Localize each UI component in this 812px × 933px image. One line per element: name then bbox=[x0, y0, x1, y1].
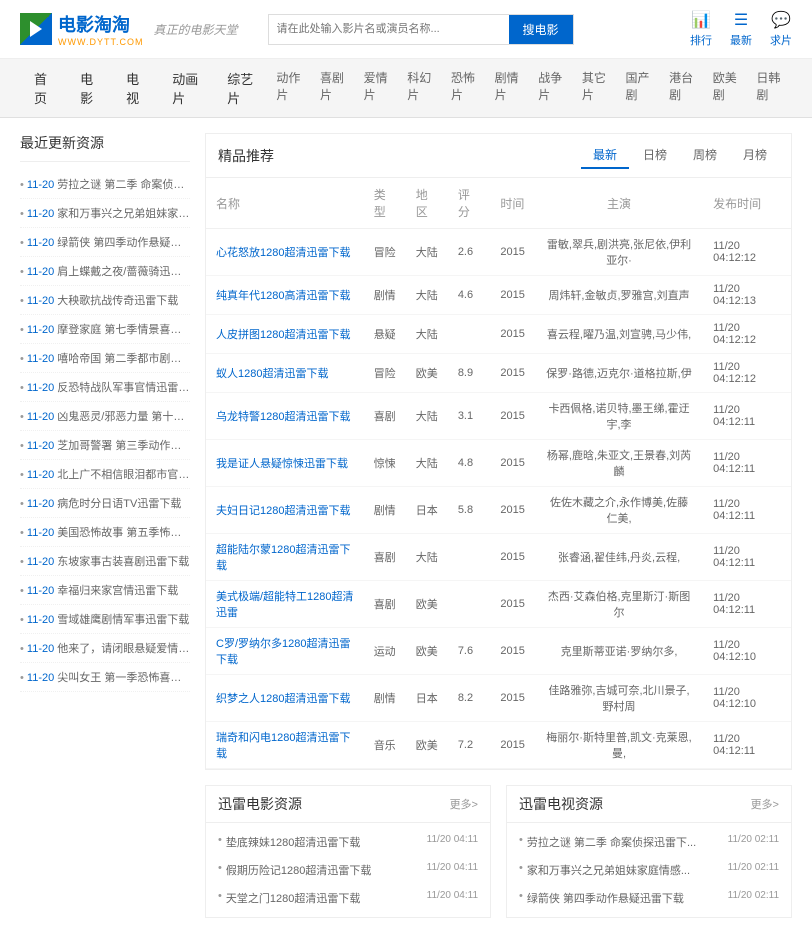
list-item[interactable]: 劳拉之谜 第二季 命案侦探迅雷下...11/20 02:11 bbox=[519, 828, 779, 856]
logo[interactable]: 电影淘淘 WWW.DYTT.COM bbox=[20, 11, 144, 47]
table-header: 时间 bbox=[490, 178, 534, 229]
tagline: 真正的电影天堂 bbox=[154, 21, 238, 38]
sidebar-list: 11-20 劳拉之谜 第二季 命案侦探迅雷11-20 家和万事兴之兄弟姐妹家庭情… bbox=[20, 170, 190, 692]
table-row[interactable]: 我是证人悬疑惊悚迅雷下载惊悚大陆4.82015杨幂,鹿晗,朱亚文,王景春,刘芮麟… bbox=[206, 440, 791, 487]
tab-月榜[interactable]: 月榜 bbox=[731, 142, 779, 169]
table-row[interactable]: 纯真年代1280高清迅雷下载剧情大陆4.62015周炜轩,金敏贞,罗雅宫,刘直声… bbox=[206, 276, 791, 315]
sidebar-item[interactable]: 11-20 摩登家庭 第七季情景喜剧迅雷 bbox=[20, 315, 190, 344]
nav-sub-item[interactable]: 欧美剧 bbox=[705, 59, 749, 117]
table-header: 类型 bbox=[364, 178, 406, 229]
tab-最新[interactable]: 最新 bbox=[581, 142, 629, 169]
sidebar-item[interactable]: 11-20 尖叫女王 第一季恐怖喜剧迅雷 bbox=[20, 663, 190, 692]
list-item[interactable]: 家和万事兴之兄弟姐妹家庭情感...11/20 02:11 bbox=[519, 856, 779, 884]
header-links: 📊排行 ☰最新 💬求片 bbox=[690, 10, 792, 48]
featured-table: 名称类型地区评分时间主演发布时间 心花怒放1280超清迅雷下载冒险大陆2.620… bbox=[206, 178, 791, 769]
nav-sub-item[interactable]: 动作片 bbox=[268, 59, 312, 117]
header-link-icon: 📊 bbox=[691, 10, 711, 30]
movie-more-link[interactable]: 更多> bbox=[450, 796, 478, 812]
list-item[interactable]: 天堂之门1280超清迅雷下载11/20 04:11 bbox=[218, 884, 478, 912]
logo-title: 电影淘淘 bbox=[58, 11, 144, 37]
search-box: 搜电影 bbox=[268, 14, 574, 45]
table-header: 地区 bbox=[406, 178, 448, 229]
table-row[interactable]: 美式极端/超能特工1280超清迅雷喜剧欧美2015杰西·艾森伯格,克里斯汀·斯图… bbox=[206, 581, 791, 628]
table-row[interactable]: 蚁人1280超清迅雷下载冒险欧美8.92015保罗·路德,迈克尔·道格拉斯,伊1… bbox=[206, 354, 791, 393]
header: 电影淘淘 WWW.DYTT.COM 真正的电影天堂 搜电影 📊排行 ☰最新 💬求片 bbox=[0, 0, 812, 59]
sidebar-item[interactable]: 11-20 凶鬼恶灵/邪恶力量 第十一季魔... bbox=[20, 402, 190, 431]
table-row[interactable]: 瑞奇和闪电1280超清迅雷下载音乐欧美7.22015梅丽尔·斯特里普,凯文·克莱… bbox=[206, 722, 791, 769]
nav-main-item[interactable]: 综艺片 bbox=[213, 59, 268, 117]
sidebar-item[interactable]: 11-20 家和万事兴之兄弟姐妹家庭情感... bbox=[20, 199, 190, 228]
nav-main-item[interactable]: 动画片 bbox=[158, 59, 213, 117]
movie-resources-panel: 迅雷电影资源 更多> 垫底辣妹1280超清迅雷下载11/20 04:11假期历险… bbox=[205, 785, 491, 918]
logo-icon bbox=[20, 13, 52, 45]
tab-日榜[interactable]: 日榜 bbox=[631, 142, 679, 169]
nav-main-item[interactable]: 电视 bbox=[112, 59, 158, 117]
sidebar-title: 最近更新资源 bbox=[20, 133, 190, 162]
sidebar-item[interactable]: 11-20 肩上蝶戴之夜/蔷薇骑迅雷下载 bbox=[20, 257, 190, 286]
nav-sub-item[interactable]: 战争片 bbox=[530, 59, 574, 117]
header-link-最新[interactable]: ☰最新 bbox=[730, 10, 752, 48]
sidebar-item[interactable]: 11-20 病危时分日语TV迅雷下载 bbox=[20, 489, 190, 518]
table-header: 名称 bbox=[206, 178, 364, 229]
search-input[interactable] bbox=[269, 15, 509, 44]
table-row[interactable]: 乌龙特警1280超清迅雷下载喜剧大陆3.12015卡西佩格,诺贝特,墨王绨,霍迂… bbox=[206, 393, 791, 440]
sidebar-item[interactable]: 11-20 北上广不相信眼泪都市官情迅雷... bbox=[20, 460, 190, 489]
sidebar-item[interactable]: 11-20 东坡家事古装喜剧迅雷下载 bbox=[20, 547, 190, 576]
sidebar-item[interactable]: 11-20 雪域雄鹰剧情军事迅雷下载 bbox=[20, 605, 190, 634]
header-link-求片[interactable]: 💬求片 bbox=[770, 10, 792, 48]
tv-more-link[interactable]: 更多> bbox=[751, 796, 779, 812]
table-row[interactable]: 心花怒放1280超清迅雷下载冒险大陆2.62015雷敏,翠兵,剧洪亮,张尼依,伊… bbox=[206, 229, 791, 276]
logo-subtitle: WWW.DYTT.COM bbox=[58, 37, 144, 47]
table-row[interactable]: C罗/罗纳尔多1280超清迅雷下载运动欧美7.62015克里斯蒂亚诺·罗纳尔多,… bbox=[206, 628, 791, 675]
sidebar-item[interactable]: 11-20 嘻哈帝国 第二季都市剧情迅雷 bbox=[20, 344, 190, 373]
sidebar-item[interactable]: 11-20 幸福归来家宫情迅雷下载 bbox=[20, 576, 190, 605]
sidebar-item[interactable]: 11-20 绿箭侠 第四季动作悬疑迅雷下 bbox=[20, 228, 190, 257]
table-header: 评分 bbox=[448, 178, 491, 229]
movie-panel-title: 迅雷电影资源 bbox=[218, 794, 302, 814]
nav-sub-item[interactable]: 科幻片 bbox=[399, 59, 443, 117]
nav-main-item[interactable]: 首页 bbox=[20, 59, 66, 117]
sidebar-item[interactable]: 11-20 他来了，请闭眼悬疑爱情迅雷下... bbox=[20, 634, 190, 663]
nav-bar: 首页电影电视动画片综艺片 动作片喜剧片爱情片科幻片恐怖片剧情片战争片其它片国产剧… bbox=[0, 59, 812, 118]
tv-resources-panel: 迅雷电视资源 更多> 劳拉之谜 第二季 命案侦探迅雷下...11/20 02:1… bbox=[506, 785, 792, 918]
nav-sub-item[interactable]: 国产剧 bbox=[618, 59, 662, 117]
content: 精品推荐 最新日榜周榜月榜 名称类型地区评分时间主演发布时间 心花怒放1280超… bbox=[205, 133, 792, 918]
table-header: 主演 bbox=[535, 178, 703, 229]
featured-panel: 精品推荐 最新日榜周榜月榜 名称类型地区评分时间主演发布时间 心花怒放1280超… bbox=[205, 133, 792, 770]
table-row[interactable]: 织梦之人1280超清迅雷下载剧情日本8.22015佳路雅弥,吉城可奈,北川景子,… bbox=[206, 675, 791, 722]
header-link-排行[interactable]: 📊排行 bbox=[690, 10, 712, 48]
nav-sub-item[interactable]: 喜剧片 bbox=[312, 59, 356, 117]
nav-sub-item[interactable]: 其它片 bbox=[574, 59, 618, 117]
featured-title: 精品推荐 bbox=[218, 146, 274, 166]
nav-main-item[interactable]: 电影 bbox=[66, 59, 112, 117]
list-item[interactable]: 假期历险记1280超清迅雷下载11/20 04:11 bbox=[218, 856, 478, 884]
table-row[interactable]: 夫妇日记1280超清迅雷下载剧情日本5.82015佐佐木藏之介,永作博美,佐藤仁… bbox=[206, 487, 791, 534]
sidebar-item[interactable]: 11-20 反恐特战队军事官情迅雷下载 bbox=[20, 373, 190, 402]
nav-sub-item[interactable]: 爱情片 bbox=[356, 59, 400, 117]
nav-sub: 动作片喜剧片爱情片科幻片恐怖片剧情片战争片其它片国产剧港台剧欧美剧日韩剧 bbox=[268, 59, 792, 117]
table-row[interactable]: 超能陆尔蒙1280超清迅雷下载喜剧大陆2015张睿涵,翟佳纬,丹炎,云程,11/… bbox=[206, 534, 791, 581]
nav-sub-item[interactable]: 剧情片 bbox=[487, 59, 531, 117]
header-link-icon: ☰ bbox=[734, 10, 748, 30]
nav-sub-item[interactable]: 日韩剧 bbox=[748, 59, 792, 117]
list-item[interactable]: 垫底辣妹1280超清迅雷下载11/20 04:11 bbox=[218, 828, 478, 856]
sidebar: 最近更新资源 11-20 劳拉之谜 第二季 命案侦探迅雷11-20 家和万事兴之… bbox=[20, 133, 190, 918]
tv-panel-title: 迅雷电视资源 bbox=[519, 794, 603, 814]
nav-sub-item[interactable]: 恐怖片 bbox=[443, 59, 487, 117]
table-header: 发布时间 bbox=[703, 178, 791, 229]
list-item[interactable]: 绿箭侠 第四季动作悬疑迅雷下载11/20 02:11 bbox=[519, 884, 779, 912]
featured-tabs: 最新日榜周榜月榜 bbox=[581, 142, 779, 169]
table-row[interactable]: 人皮拼图1280超清迅雷下载悬疑大陆2015喜云程,曜乃温,刘宣骋,马少伟,11… bbox=[206, 315, 791, 354]
header-link-icon: 💬 bbox=[771, 10, 791, 30]
nav-sub-item[interactable]: 港台剧 bbox=[661, 59, 705, 117]
sidebar-item[interactable]: 11-20 芝加哥警署 第三季动作剧情迅 bbox=[20, 431, 190, 460]
sidebar-item[interactable]: 11-20 大秧歌抗战传奇迅雷下载 bbox=[20, 286, 190, 315]
tab-周榜[interactable]: 周榜 bbox=[681, 142, 729, 169]
nav-main: 首页电影电视动画片综艺片 bbox=[20, 59, 268, 117]
sidebar-item[interactable]: 11-20 美国恐怖故事 第五季怖悬疑 bbox=[20, 518, 190, 547]
search-button[interactable]: 搜电影 bbox=[509, 15, 573, 44]
sidebar-item[interactable]: 11-20 劳拉之谜 第二季 命案侦探迅雷 bbox=[20, 170, 190, 199]
